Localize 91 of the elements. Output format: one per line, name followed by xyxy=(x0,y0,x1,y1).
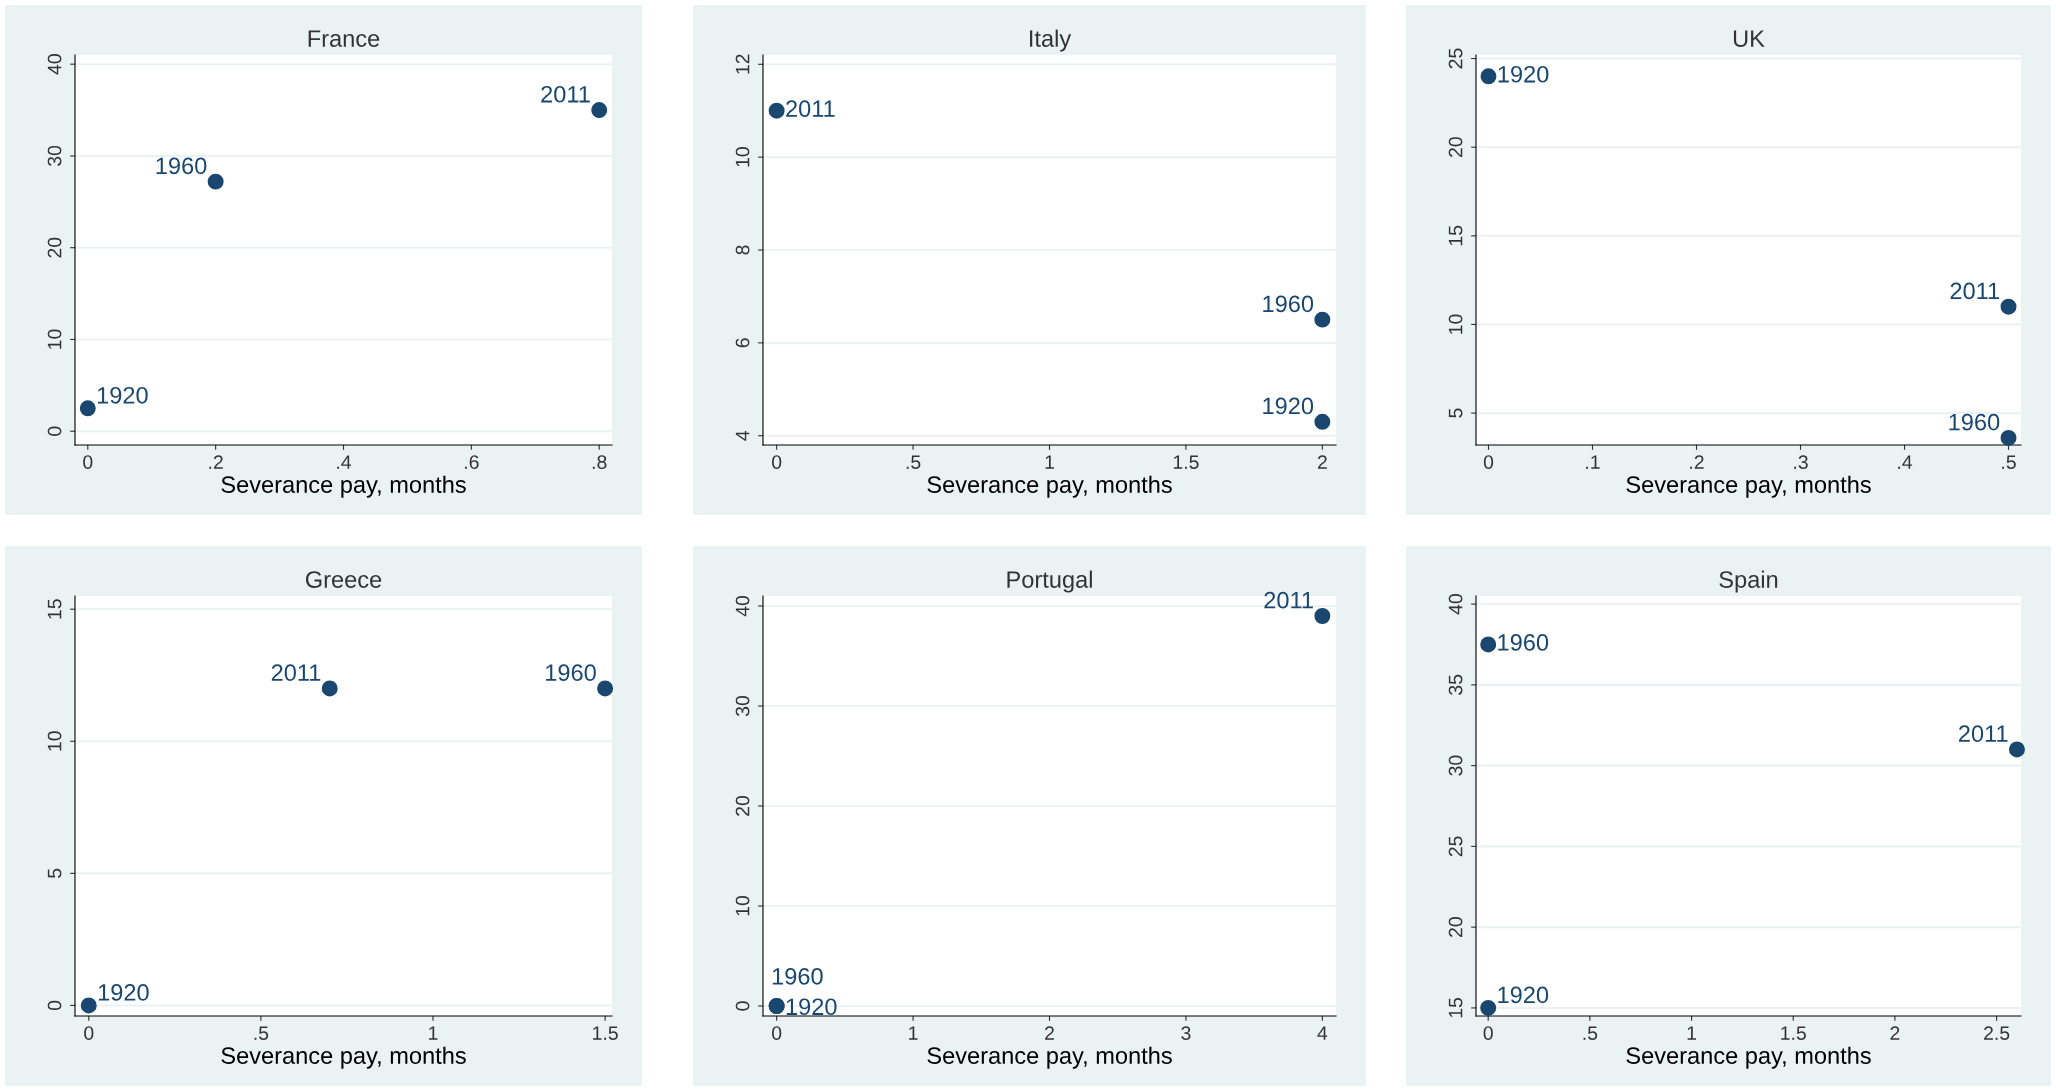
x-tick-label: 2 xyxy=(1045,1026,1054,1040)
x-tick-label: 2.5 xyxy=(1984,1026,2010,1040)
y-tick-label: 5 xyxy=(1448,408,1463,418)
annotation: 2011 xyxy=(1959,725,2008,743)
x-axis-title: Severance pay, months xyxy=(221,475,466,498)
x-tick-label: 0 xyxy=(84,1026,94,1040)
annotation: 1920 xyxy=(1498,986,1549,1004)
y-tick-label: 35 xyxy=(1448,674,1463,695)
y-tick-label: 20 xyxy=(1448,137,1463,158)
x-tick-label: .1 xyxy=(1586,455,1600,469)
annotation: 2011 xyxy=(786,100,835,118)
chart-title: Spain xyxy=(1719,570,1778,593)
y-tick-label: 12 xyxy=(735,54,750,74)
annotation: 2011 xyxy=(1950,282,2000,300)
y-tick-label: 0 xyxy=(735,1001,750,1011)
x-tick-label: 2 xyxy=(1317,455,1327,469)
annotation: 1960 xyxy=(156,157,207,175)
y-tick-label: 8 xyxy=(735,245,750,255)
annotation: 1960 xyxy=(772,967,823,985)
y-tick-label: 4 xyxy=(735,430,750,441)
x-tick-label: 1.5 xyxy=(1173,455,1199,469)
annotation: 1920 xyxy=(1498,65,1549,83)
x-tick-label: 0 xyxy=(83,455,93,469)
y-tick-label: 10 xyxy=(47,731,62,751)
y-tick-label: 10 xyxy=(47,329,62,349)
annotation: 1960 xyxy=(1949,413,2000,431)
y-tick-label: 10 xyxy=(735,147,750,167)
y-tick-label: 30 xyxy=(1448,755,1463,776)
x-tick-label: .4 xyxy=(337,455,352,469)
annotation: 1920 xyxy=(1263,397,1314,415)
x-tick-label: .3 xyxy=(1794,455,1808,469)
y-tick-label: 25 xyxy=(1448,48,1463,69)
y-tick-label: 10 xyxy=(735,895,750,916)
x-tick-label: .5 xyxy=(906,455,921,469)
y-tick-label: 15 xyxy=(47,599,62,619)
x-axis-title: Severance pay, months xyxy=(1626,475,1871,498)
x-tick-label: 3 xyxy=(1181,1026,1191,1040)
x-tick-label: 1 xyxy=(1045,455,1054,469)
x-tick-label: 0 xyxy=(772,1026,782,1040)
annotation: 1960 xyxy=(546,664,596,682)
y-tick-label: 15 xyxy=(1448,225,1463,246)
x-tick-label: 0 xyxy=(1483,1026,1493,1040)
x-axis-title: Severance pay, months xyxy=(221,1046,466,1069)
y-tick-label: 20 xyxy=(47,237,62,258)
chart-title: UK xyxy=(1733,30,1765,47)
x-axis-title: Severance pay, months xyxy=(927,1046,1172,1069)
y-tick-label: 5 xyxy=(47,868,62,878)
x-tick-label: 1 xyxy=(909,1026,918,1040)
y-tick-label: 20 xyxy=(735,795,750,816)
chart-title: Greece xyxy=(305,571,382,588)
y-tick-label: 10 xyxy=(1448,314,1463,334)
x-tick-label: .5 xyxy=(2002,455,2016,469)
annotation: 2011 xyxy=(541,85,590,103)
y-tick-label: 40 xyxy=(1448,594,1463,615)
y-tick-label: 0 xyxy=(47,426,62,436)
x-tick-label: 1.5 xyxy=(1781,1026,1806,1040)
annotation: 1920 xyxy=(786,998,837,1016)
annotation: 1920 xyxy=(98,984,149,1001)
x-tick-label: 0 xyxy=(772,455,782,469)
x-tick-label: .5 xyxy=(254,1026,269,1040)
x-axis-title: Severance pay, months xyxy=(1626,1046,1871,1069)
chart-title: Italy xyxy=(1030,29,1072,52)
y-tick-label: 15 xyxy=(1448,997,1463,1018)
y-tick-label: 30 xyxy=(47,145,62,167)
annotation: 1960 xyxy=(1498,634,1549,651)
x-tick-label: 1 xyxy=(429,1026,438,1040)
chart-title: Portugal xyxy=(1007,570,1092,593)
x-tick-label: .5 xyxy=(1583,1026,1598,1040)
chart-title: France xyxy=(308,30,380,47)
annotation: 1920 xyxy=(97,386,148,404)
y-tick-label: 40 xyxy=(47,54,62,75)
x-tick-label: .6 xyxy=(465,455,479,469)
x-tick-label: 2 xyxy=(1890,1026,1900,1040)
x-tick-label: 1 xyxy=(1687,1026,1697,1040)
y-tick-label: 30 xyxy=(735,695,750,717)
x-tick-label: 4 xyxy=(1317,1026,1328,1040)
y-tick-label: 0 xyxy=(47,1000,62,1011)
annotation: 1960 xyxy=(1263,295,1314,313)
annotation: 2011 xyxy=(1264,591,1313,609)
y-tick-label: 6 xyxy=(735,338,750,348)
annotation: 2011 xyxy=(271,664,321,682)
x-tick-label: 0 xyxy=(1483,455,1494,469)
y-tick-label: 20 xyxy=(1448,917,1463,937)
x-tick-label: .4 xyxy=(1898,455,1913,469)
x-tick-label: .2 xyxy=(209,455,223,469)
x-axis-title: Severance pay, months xyxy=(927,475,1172,498)
y-tick-label: 40 xyxy=(735,595,750,617)
x-tick-label: .2 xyxy=(1690,455,1704,469)
y-tick-label: 25 xyxy=(1448,836,1463,857)
x-tick-label: .8 xyxy=(592,455,607,469)
x-tick-label: 1.5 xyxy=(593,1026,618,1040)
